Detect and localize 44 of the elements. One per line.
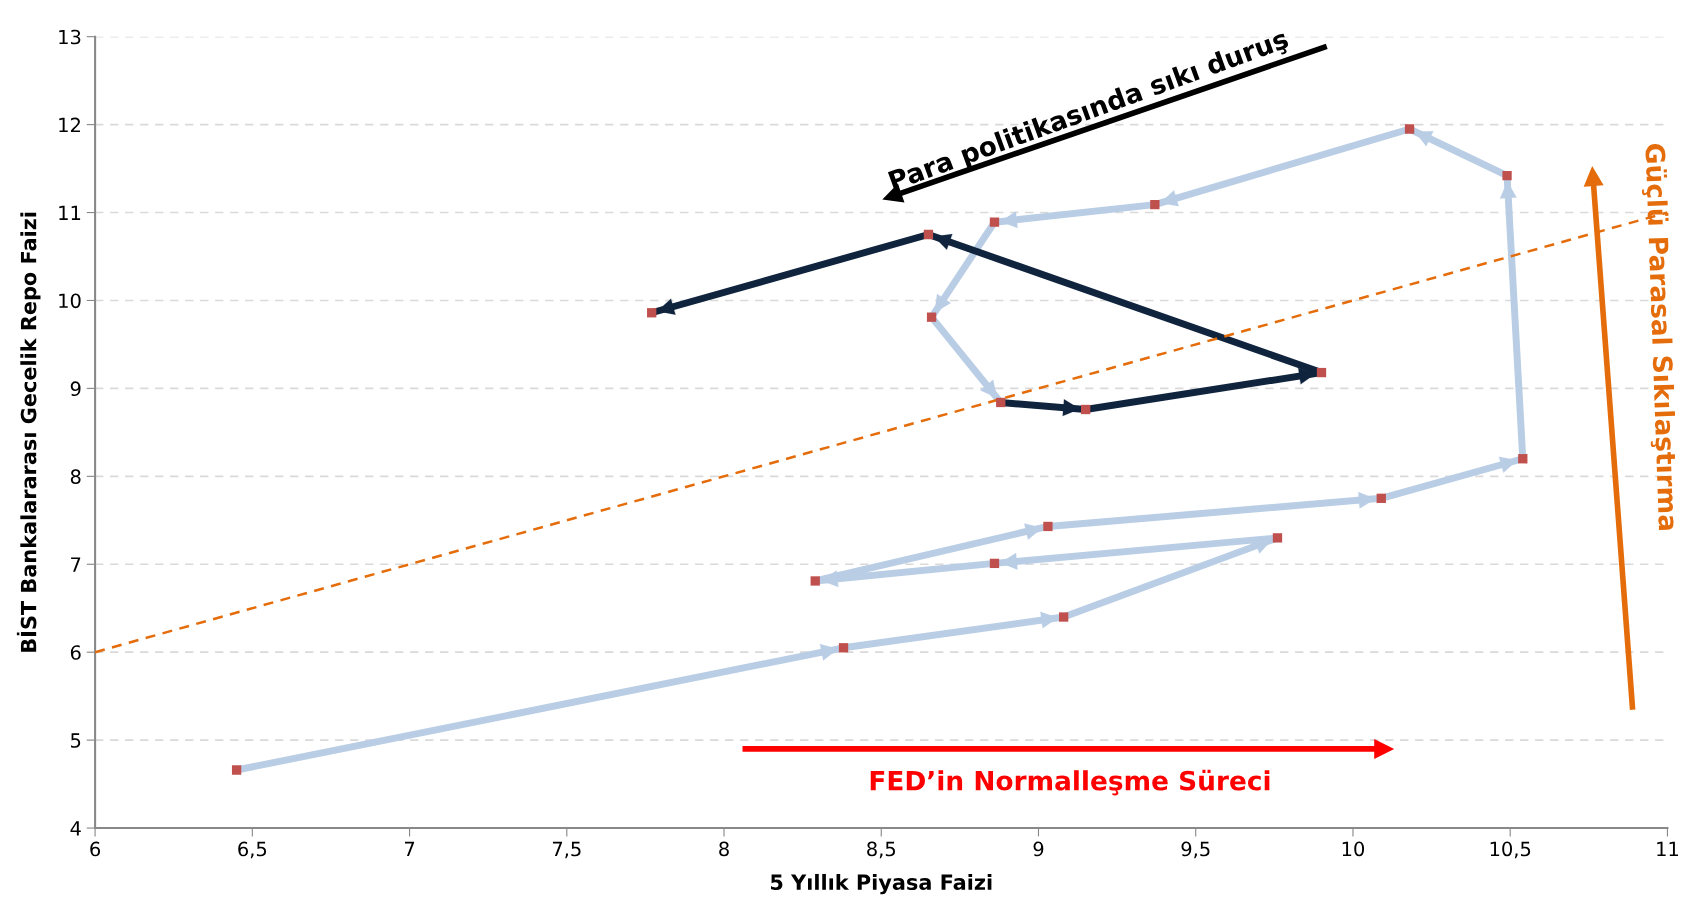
- point: [1059, 612, 1069, 622]
- y-tick-label: 6: [70, 645, 81, 660]
- x-tick-label: 8,5: [867, 841, 896, 859]
- point: [1081, 404, 1091, 415]
- point: [989, 558, 1000, 569]
- point: [810, 576, 820, 586]
- point: [1502, 170, 1512, 181]
- point: [231, 765, 242, 775]
- y-tick-label: 8: [70, 469, 81, 484]
- x-axis-title: 5 Yıllık Piyasa Faizi: [771, 873, 992, 895]
- y-tick-label: 12: [59, 117, 80, 132]
- x-tick-label: 10,5: [1490, 841, 1531, 859]
- y-axis-title: BİST Bankalararası Gecelik Repo Faizi: [16, 212, 41, 652]
- point: [1043, 521, 1053, 532]
- point: [647, 308, 657, 318]
- point: [1316, 367, 1327, 378]
- point: [996, 397, 1006, 408]
- x-tick-label: 9: [1033, 841, 1044, 857]
- x-tick-label: 11: [1657, 841, 1679, 857]
- point: [1150, 199, 1160, 210]
- point: [838, 643, 849, 653]
- point: [923, 229, 934, 240]
- y-tick-label: 5: [71, 733, 81, 748]
- annotation: Güçlü Parasal Sıkılaştırma: [1640, 143, 1680, 531]
- point: [1376, 493, 1386, 503]
- point: [1404, 124, 1415, 134]
- annotation: FED’in Normalleşme Süreci: [870, 769, 1270, 796]
- point: [989, 217, 1000, 227]
- x-tick-label: 7,5: [552, 841, 581, 859]
- point: [1272, 533, 1283, 543]
- point: [1518, 454, 1528, 464]
- y-tick-label: 10: [59, 293, 81, 309]
- point: [926, 312, 937, 322]
- x-tick-label: 10: [1342, 841, 1365, 857]
- y-tick-label: 4: [70, 821, 81, 836]
- y-tick-label: 7: [71, 557, 81, 572]
- y-tick-label: 11: [59, 205, 81, 220]
- x-tick-label: 6,5: [238, 841, 267, 859]
- x-tick-label: 7: [404, 841, 415, 857]
- x-tick-label: 9,5: [1181, 841, 1210, 859]
- y-tick-label: 9: [70, 381, 81, 397]
- y-tick-label: 13: [59, 29, 81, 45]
- x-tick-label: 8: [719, 841, 729, 857]
- x-tick-label: 6: [90, 841, 101, 857]
